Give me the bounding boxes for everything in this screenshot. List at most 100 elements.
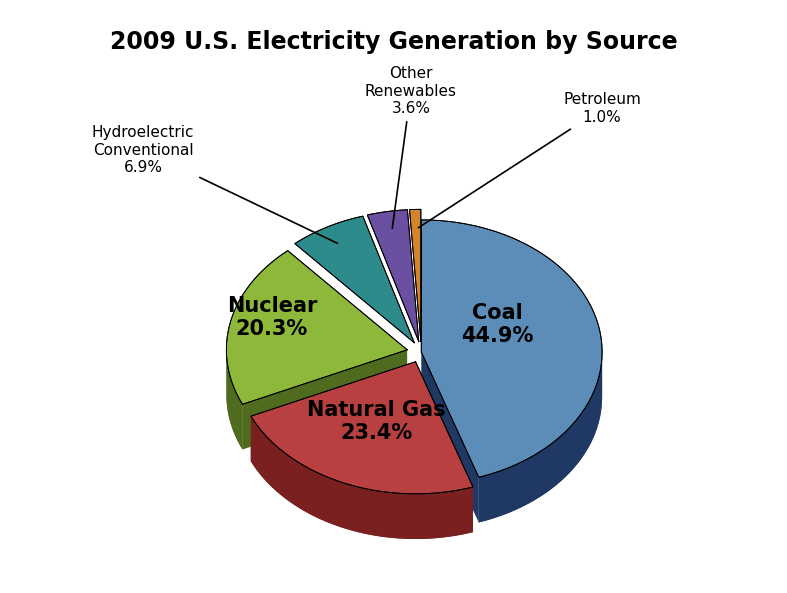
Polygon shape <box>240 400 242 448</box>
Polygon shape <box>417 494 420 539</box>
Polygon shape <box>364 488 367 534</box>
Polygon shape <box>600 366 601 416</box>
Polygon shape <box>323 476 327 522</box>
Polygon shape <box>238 397 239 444</box>
Polygon shape <box>251 416 473 539</box>
Polygon shape <box>574 419 577 468</box>
Polygon shape <box>330 478 333 524</box>
Polygon shape <box>421 352 478 522</box>
Polygon shape <box>345 483 348 530</box>
Polygon shape <box>253 420 255 468</box>
Polygon shape <box>467 487 470 534</box>
Polygon shape <box>599 371 600 420</box>
Polygon shape <box>453 490 456 536</box>
Polygon shape <box>421 220 602 477</box>
Polygon shape <box>227 352 242 449</box>
Text: Hydroelectric
Conventional
6.9%: Hydroelectric Conventional 6.9% <box>92 126 338 243</box>
Polygon shape <box>370 490 374 535</box>
Polygon shape <box>427 493 430 539</box>
Polygon shape <box>307 467 310 514</box>
Polygon shape <box>583 407 586 456</box>
Polygon shape <box>234 386 235 433</box>
Text: Nuclear
20.3%: Nuclear 20.3% <box>227 296 317 339</box>
Polygon shape <box>530 455 535 503</box>
Polygon shape <box>321 474 323 521</box>
Polygon shape <box>460 489 464 535</box>
Polygon shape <box>251 362 416 461</box>
Polygon shape <box>255 423 257 470</box>
Polygon shape <box>390 493 394 538</box>
Polygon shape <box>235 390 236 438</box>
Polygon shape <box>386 492 390 538</box>
Polygon shape <box>338 482 342 528</box>
Polygon shape <box>586 403 589 452</box>
Polygon shape <box>284 452 286 500</box>
Text: Other
Renewables
3.6%: Other Renewables 3.6% <box>365 66 457 228</box>
Polygon shape <box>430 493 434 538</box>
Polygon shape <box>278 447 280 495</box>
Text: Natural Gas
23.4%: Natural Gas 23.4% <box>307 400 445 443</box>
Polygon shape <box>595 384 597 434</box>
Polygon shape <box>312 470 316 517</box>
Polygon shape <box>336 480 338 527</box>
Text: Coal
44.9%: Coal 44.9% <box>462 302 534 346</box>
Text: Petroleum
1.0%: Petroleum 1.0% <box>419 93 641 228</box>
Polygon shape <box>227 251 407 404</box>
Polygon shape <box>265 435 268 483</box>
Polygon shape <box>423 493 427 539</box>
Polygon shape <box>410 494 413 539</box>
Polygon shape <box>519 460 525 508</box>
Polygon shape <box>447 492 450 537</box>
Polygon shape <box>497 470 503 517</box>
Polygon shape <box>545 445 549 494</box>
Polygon shape <box>413 494 417 539</box>
Polygon shape <box>297 461 299 508</box>
Polygon shape <box>368 210 419 342</box>
Polygon shape <box>316 471 318 518</box>
Text: 2009 U.S. Electricity Generation by Source: 2009 U.S. Electricity Generation by Sour… <box>109 30 678 53</box>
Polygon shape <box>327 477 330 523</box>
Polygon shape <box>251 416 253 464</box>
Polygon shape <box>318 473 321 519</box>
Polygon shape <box>400 493 404 538</box>
Polygon shape <box>558 435 562 483</box>
Polygon shape <box>580 411 583 460</box>
Polygon shape <box>566 427 570 476</box>
Polygon shape <box>289 456 292 503</box>
Polygon shape <box>540 448 545 497</box>
Polygon shape <box>394 493 397 538</box>
Polygon shape <box>535 452 540 500</box>
Polygon shape <box>286 454 289 502</box>
Polygon shape <box>333 479 336 525</box>
Polygon shape <box>258 427 260 474</box>
Polygon shape <box>342 482 345 528</box>
Polygon shape <box>450 491 453 537</box>
Polygon shape <box>268 438 269 484</box>
Polygon shape <box>348 484 351 530</box>
Polygon shape <box>503 468 508 515</box>
Polygon shape <box>508 466 514 513</box>
Polygon shape <box>597 380 598 430</box>
Polygon shape <box>407 493 410 539</box>
Polygon shape <box>383 492 386 537</box>
Polygon shape <box>374 490 377 536</box>
Polygon shape <box>525 458 530 506</box>
Polygon shape <box>310 469 312 515</box>
Polygon shape <box>478 353 602 522</box>
Polygon shape <box>367 489 370 535</box>
Polygon shape <box>351 485 354 531</box>
Polygon shape <box>275 445 278 492</box>
Polygon shape <box>404 493 407 539</box>
Polygon shape <box>514 463 519 511</box>
Polygon shape <box>264 433 265 481</box>
Polygon shape <box>456 490 460 535</box>
Polygon shape <box>549 442 554 490</box>
Polygon shape <box>295 216 414 343</box>
Polygon shape <box>301 464 305 511</box>
Polygon shape <box>272 442 274 489</box>
Polygon shape <box>409 209 421 342</box>
Polygon shape <box>440 492 444 538</box>
Polygon shape <box>269 439 272 487</box>
Polygon shape <box>274 444 275 490</box>
Polygon shape <box>485 474 491 521</box>
